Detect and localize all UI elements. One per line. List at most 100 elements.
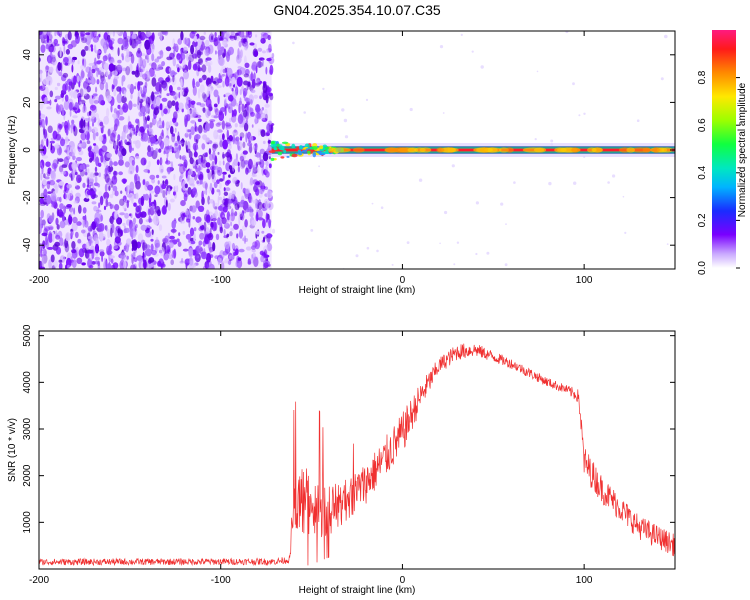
noise-speckle (195, 114, 202, 119)
noise-speckle (183, 88, 189, 94)
colorbar-ticks: 0.0 0.2 0.4 0.6 0.8 (697, 70, 740, 275)
noise-speckle (110, 104, 113, 113)
noise-speckle (237, 31, 241, 37)
noise-speckle (176, 238, 180, 243)
noise-speckle (40, 172, 43, 181)
noise-speckle (73, 207, 76, 215)
noise-speckle (264, 103, 270, 108)
noise-speckle (122, 102, 129, 113)
noise-speckle (233, 109, 237, 117)
noise-speckle (46, 34, 50, 43)
noise-speckle (255, 112, 261, 119)
noise-speckle (238, 215, 241, 226)
noise-speckle (58, 181, 65, 186)
noise-speckle (255, 230, 261, 235)
noise-speckle (62, 72, 69, 78)
noise-speckle (71, 146, 76, 157)
noise-speckle (236, 76, 243, 87)
noise-speckle (229, 255, 234, 260)
noise-speckle (143, 119, 147, 130)
noise-speckle (51, 56, 56, 63)
noise-speckle (69, 109, 72, 117)
noise-speckle (151, 229, 154, 235)
noise-speckle (176, 135, 181, 142)
noise-speckle (197, 64, 201, 72)
noise-speckle (217, 151, 220, 155)
sparse-speckle (341, 108, 345, 112)
noise-speckle (93, 144, 99, 154)
noise-speckle (193, 232, 196, 243)
noise-speckle (87, 236, 93, 240)
noise-speckle (238, 145, 241, 151)
sparse-speckle (456, 241, 460, 244)
noise-speckle (218, 142, 221, 149)
noise-speckle (265, 165, 268, 175)
noise-speckle (189, 257, 194, 266)
noise-speckle (260, 129, 266, 137)
noise-speckle (149, 206, 155, 216)
noise-speckle (153, 74, 156, 78)
noise-speckle (104, 167, 108, 175)
noise-speckle (84, 220, 89, 228)
noise-speckle (128, 100, 133, 111)
noise-speckle (140, 195, 145, 207)
noise-speckle (205, 162, 211, 168)
noise-speckle (156, 174, 160, 179)
noise-speckle (100, 66, 105, 77)
noise-speckle (63, 189, 67, 194)
noise-speckle (72, 155, 76, 161)
noise-speckle (179, 175, 182, 183)
noise-speckle (179, 164, 185, 174)
noise-speckle (247, 81, 251, 87)
noise-speckle (160, 158, 163, 164)
noise-speckle (180, 139, 185, 144)
noise-speckle (173, 43, 176, 51)
noise-speckle (186, 141, 191, 152)
noise-speckle (218, 37, 224, 41)
noise-speckle (259, 148, 265, 155)
noise-speckle (224, 98, 227, 106)
noise-speckle (81, 37, 88, 44)
noise-speckle (139, 68, 143, 73)
noise-speckle (177, 38, 182, 45)
noise-speckle (162, 204, 167, 215)
noise-speckle (183, 37, 189, 45)
noise-speckle (60, 170, 63, 175)
noise-speckle (251, 249, 256, 253)
signal-onset-blob (283, 149, 287, 154)
noise-speckle (242, 237, 246, 242)
noise-speckle (96, 60, 103, 64)
sparse-speckle (607, 181, 610, 184)
noise-speckle (202, 190, 206, 195)
noise-speckle (119, 212, 125, 216)
noise-speckle (103, 44, 107, 54)
noise-speckle (230, 212, 236, 222)
noise-speckle (222, 151, 225, 160)
noise-speckle (62, 170, 66, 175)
noise-speckle (138, 131, 141, 137)
noise-speckle (63, 44, 66, 55)
noise-speckle (264, 95, 269, 101)
noise-speckle (67, 43, 74, 50)
noise-speckle (199, 84, 205, 93)
noise-speckle (72, 107, 78, 111)
noise-speckle (221, 217, 227, 225)
noise-speckle (132, 42, 139, 47)
sparse-speckle (318, 165, 320, 168)
noise-speckle (267, 188, 271, 198)
noise-speckle (137, 233, 144, 242)
noise-speckle (254, 240, 261, 250)
noise-speckle (151, 62, 157, 70)
noise-speckle (88, 62, 95, 66)
noise-speckle (110, 227, 113, 238)
snr-y-axis-label: SNR (10 * v/v) (7, 418, 18, 482)
noise-speckle (121, 76, 124, 87)
noise-speckle (164, 160, 171, 165)
x-tick-label: -100 (211, 275, 231, 286)
noise-speckle (216, 85, 222, 89)
noise-speckle (154, 134, 158, 140)
noise-speckle (181, 258, 184, 263)
noise-speckle (157, 180, 160, 185)
noise-speckle (209, 165, 216, 171)
noise-speckle (45, 116, 48, 126)
